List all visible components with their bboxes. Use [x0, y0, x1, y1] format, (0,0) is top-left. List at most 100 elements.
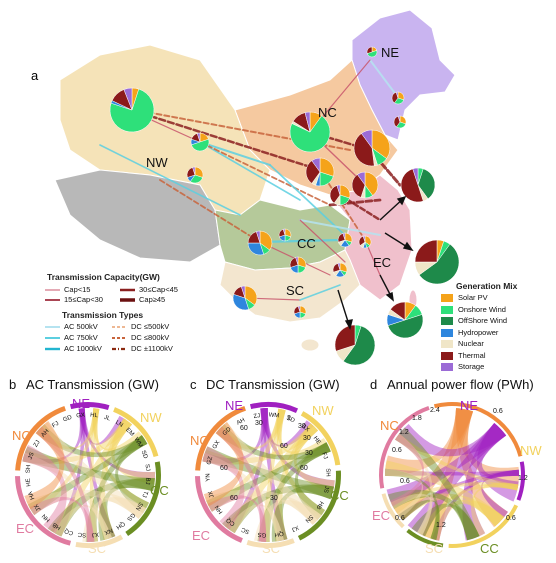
chord-d-ribbon-17: [395, 433, 519, 491]
chord-d-ribbon-24: [398, 499, 440, 541]
chord-b-arc-5: [15, 405, 66, 471]
chord-c-province-2: SX: [300, 424, 310, 434]
chord-c-arc-1: [300, 411, 341, 466]
chord-b-group-label-1: NW: [140, 410, 162, 425]
panel-a-letter: a: [31, 68, 39, 83]
chord-b-province-6: SJ: [144, 464, 151, 472]
chord-b-ribbon-2: [78, 408, 155, 480]
chord-b-ribbon-0: [78, 408, 126, 445]
chord-d-tick-8: 1.2: [436, 522, 446, 529]
chord-d-group-label-2: NW: [520, 443, 542, 458]
chord-d-ribbon-11: [470, 483, 519, 537]
chord-b-ribbon-12: [98, 418, 133, 541]
chord-b-ribbon-10: [111, 418, 155, 485]
pie-20: [278, 228, 292, 242]
chord-b-ribbon-29: [24, 421, 65, 510]
chord-d-tick-5: 1.2: [518, 475, 528, 482]
chord-c-province-11: GS: [257, 531, 266, 538]
chord-c-ribbon-3: [276, 408, 326, 518]
capacity-legend-title: Transmission Capacity(GW): [47, 272, 160, 282]
chord-b-province-11: QH: [115, 520, 126, 530]
chord-c-ribbon-8: [202, 408, 268, 464]
chord-c-ribbon-17: [215, 424, 331, 460]
pie-4: [190, 132, 210, 152]
chord-d-ribbon-2: [455, 408, 508, 528]
region-label-sc: SC: [286, 283, 305, 298]
panel-c-letter: c: [190, 377, 197, 392]
pie-9: [334, 324, 376, 366]
chord-c-ribbon-6: [227, 408, 268, 534]
chord-d-ribbon-18: [424, 499, 505, 541]
pie-15: [391, 91, 405, 105]
chord-c-ribbon-27: [215, 426, 267, 542]
chord-c-ribbon-20: [222, 484, 334, 534]
chord-c-group-label-3: SC: [262, 541, 280, 556]
pie-21: [293, 305, 307, 319]
pie-11: [289, 256, 307, 274]
chord-d-ribbon-5: [407, 422, 507, 537]
chord-c-ribbon-21: [204, 489, 322, 525]
chord-b-ribbon-26: [22, 452, 113, 540]
gen-mix-swatch-3: [441, 328, 453, 337]
chord-c-tick-1: 30: [298, 423, 306, 430]
chord-d-ribbon-26: [384, 468, 440, 541]
chord-c-ribbon-25: [207, 495, 267, 542]
chord-b-ribbon-14: [50, 418, 133, 537]
type-item-2: DC ≤500kV: [131, 322, 170, 331]
chord-c-province-8: SN: [304, 513, 314, 523]
chord-b-ribbon-6: [54, 408, 86, 537]
chord-c-tick-8: 60: [220, 465, 228, 472]
chord-d-ribbon-19: [411, 503, 480, 541]
chord-b-province-22: JS: [28, 452, 36, 461]
chord-b-province-23: ZJ: [33, 440, 42, 449]
region-label-nc: NC: [318, 105, 337, 120]
panel-c-title: DC Transmission (GW): [206, 377, 340, 392]
chord-c-ribbon-4: [260, 408, 288, 542]
chord-c-ribbon-1: [276, 408, 329, 455]
chord-c-province-3: HE: [312, 436, 322, 446]
capacity-item-3: 15≤Cap<30: [64, 295, 103, 304]
chord-d-ribbon-4: [419, 408, 474, 541]
chord-c-ribbon-23: [215, 422, 322, 525]
capacity-item-4: Cap≥45: [139, 295, 166, 304]
panel-b-title: AC Transmission (GW): [26, 377, 159, 392]
region-tibet-shape: [54, 169, 221, 263]
region-label-nw: NW: [146, 155, 168, 170]
chord-d-ribbon-9: [395, 422, 507, 457]
chord-d-group-label-3: CC: [480, 541, 499, 556]
chord-b-group-label-4: EC: [16, 521, 34, 536]
pie-22: [332, 262, 348, 278]
gen-mix-swatch-6: [441, 363, 453, 371]
gen-mix-label-6: Storage: [458, 362, 485, 371]
chord-d-ribbon-15: [390, 482, 519, 509]
chord-b-province-10: GS: [125, 511, 135, 521]
chord-b-province-19: HA: [28, 490, 36, 500]
chord-b-province-2: LN: [114, 420, 124, 429]
chord-c-tick-0: 2: [287, 415, 291, 422]
capacity-item-2: 30≤Cap<45: [139, 285, 178, 294]
type-item-3: AC 750kV: [64, 333, 98, 342]
chord-c-tick-5: 60: [280, 443, 288, 450]
chord-c-province-6: JS: [322, 485, 330, 493]
chord-c-ribbon-15: [206, 442, 331, 512]
chord-b-ribbon-15: [27, 435, 148, 516]
chord-b-province-9: SN: [134, 501, 143, 511]
region-label-cc: CC: [297, 236, 316, 251]
type-item-6: DC ±1100kV: [131, 344, 173, 353]
chord-c-ribbon-26: [202, 452, 284, 542]
chord-c-group-label-1: NW: [312, 403, 334, 418]
chord-c-province-5: SH: [324, 468, 330, 477]
chord-d-ribbon-20: [393, 493, 505, 527]
chord-d-ribbon-23: [395, 427, 480, 541]
chord-d-ribbon-1: [477, 422, 519, 502]
pie-14: [186, 166, 204, 184]
chord-b-province-14: SC: [77, 531, 87, 538]
chord-c-ribbon-9: [215, 408, 286, 450]
chord-b-group-label-3: SC: [88, 541, 106, 556]
china-map: [54, 9, 460, 366]
chord-b-province-7: BJ: [144, 477, 151, 485]
chord-b-province-16: HB: [52, 521, 62, 530]
